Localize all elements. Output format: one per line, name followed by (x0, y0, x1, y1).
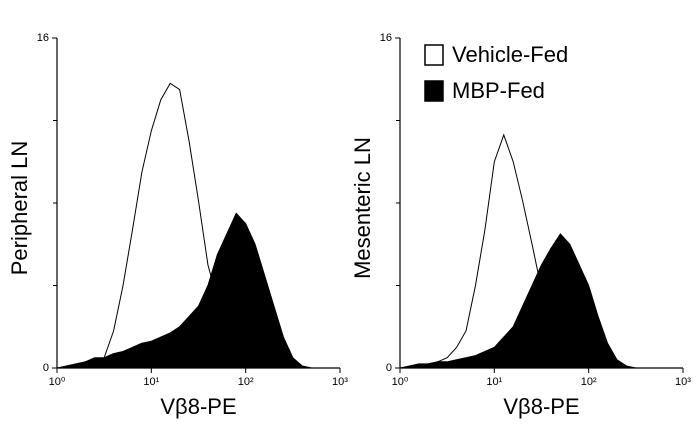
y-tick-label: 0 (386, 362, 392, 374)
x-tick-label: 10⁰ (49, 376, 66, 388)
histogram-area (399, 233, 683, 369)
legend-swatch (424, 44, 444, 66)
x-tick-label: 10¹ (143, 376, 159, 388)
x-tick-label: 10² (238, 376, 254, 388)
x-tick-label: 10³ (675, 376, 691, 388)
histogram-area (56, 212, 340, 369)
x-axis-title: Vβ8-PE (160, 394, 236, 419)
y-tick-label: 16 (380, 32, 392, 44)
legend-label: Vehicle-Fed (452, 42, 568, 67)
legend-label: MBP-Fed (452, 78, 545, 103)
y-axis-title: Mesenteric LN (350, 137, 375, 279)
y-tick-label: 0 (43, 362, 49, 374)
x-tick-label: 10⁰ (392, 376, 409, 388)
y-tick-label: 16 (37, 32, 49, 44)
x-tick-label: 10² (581, 376, 597, 388)
x-axis-title: Vβ8-PE (503, 394, 579, 419)
x-tick-label: 10³ (332, 376, 348, 388)
legend-swatch (424, 80, 444, 102)
x-tick-label: 10¹ (486, 376, 502, 388)
y-axis-title: Peripheral LN (7, 141, 32, 276)
